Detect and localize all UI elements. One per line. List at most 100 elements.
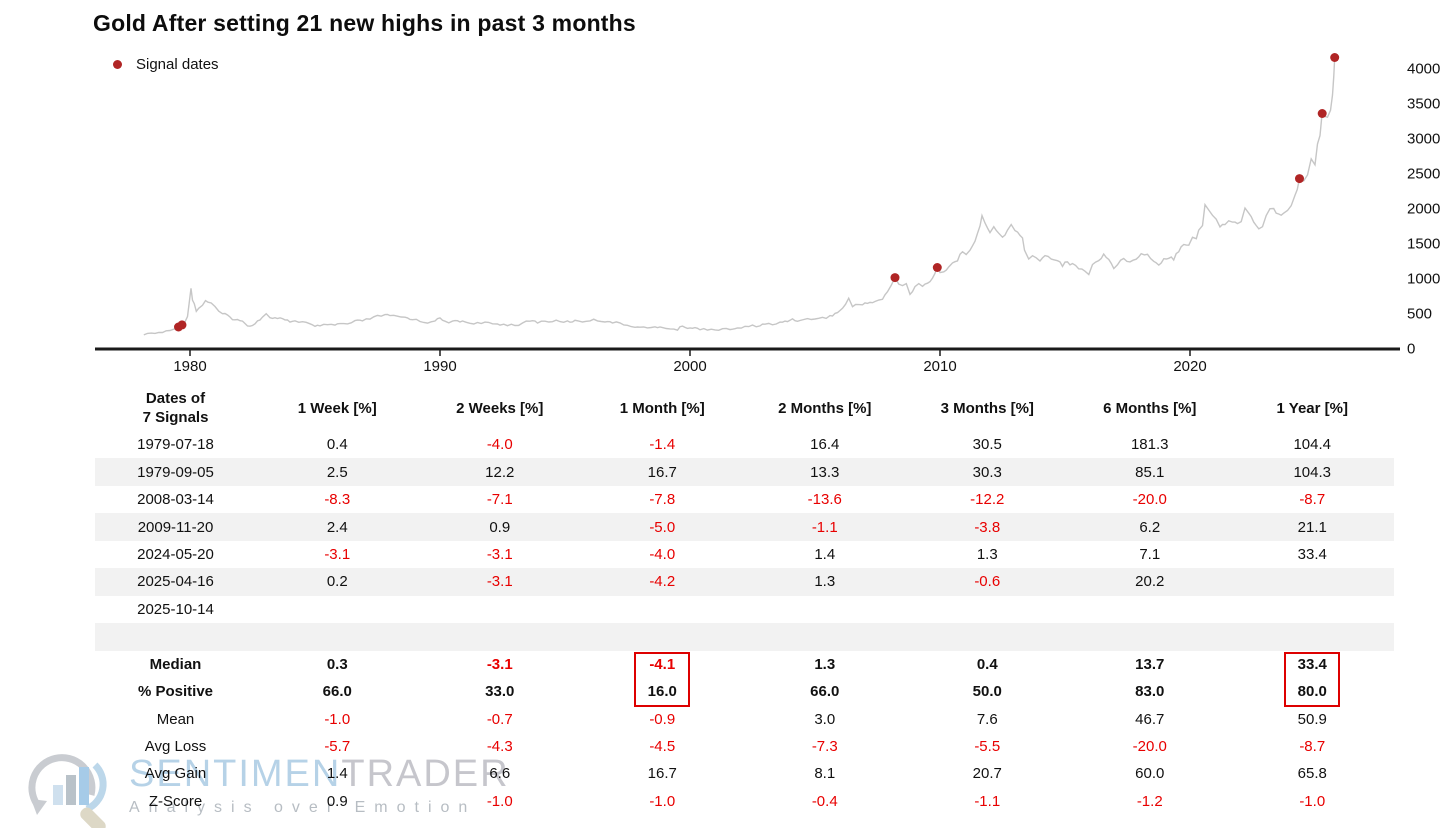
y-tick-label: 2000 bbox=[1407, 201, 1440, 218]
table-cell: -3.1 bbox=[486, 573, 513, 591]
table-cell: 33.4 bbox=[1297, 545, 1327, 563]
table-cell: -4.3 bbox=[486, 738, 513, 756]
table-cell: -20.0 bbox=[1132, 738, 1167, 756]
watermark-tagline: Analysis over Emotion bbox=[129, 799, 477, 816]
table-cell: 1.4 bbox=[814, 545, 836, 563]
table-cell: 1 Month [%] bbox=[619, 400, 705, 417]
signal-row-2009-11-20: 2009-11-20 2.4 0.9 -5.0 -1.1 -3.8 6.2 21.1 bbox=[95, 513, 1394, 541]
table-cell: -0.4 bbox=[811, 792, 838, 810]
table-cell: -0.6 bbox=[974, 573, 1001, 591]
table-cell: 16.4 bbox=[810, 436, 840, 454]
summary-row-mean: Mean -1.0 -0.7 -0.9 3.0 7.6 46.7 50.9 bbox=[95, 705, 1394, 732]
summary-row-avg-gain: Avg Gain 1.4 6.6 16.7 8.1 20.7 60.0 65.8 bbox=[95, 760, 1394, 787]
table-cell: 30.3 bbox=[972, 463, 1002, 481]
signal-marker-2009-11-20 bbox=[932, 263, 942, 272]
table-cell: 1.3 bbox=[814, 573, 836, 591]
table-cell: -4.5 bbox=[649, 738, 676, 756]
table-cell: 6.6 bbox=[489, 765, 511, 783]
dates-column-header: Dates of 7 Signals bbox=[142, 389, 209, 426]
table-cell: 3 Months [%] bbox=[940, 400, 1034, 417]
table-cell: 1.3 bbox=[976, 545, 998, 563]
table-cell: 66.0 bbox=[810, 683, 840, 701]
table-header-row: Dates of 7 Signals 1 Week [%] 2 Weeks [%] 1 … bbox=[95, 386, 1394, 431]
summary-row-avg-loss: Avg Loss -5.7 -4.3 -4.5 -7.3 -5.5 -20.0 -8.7 bbox=[95, 733, 1394, 760]
page-title: Gold After setting 21 new highs in past … bbox=[93, 10, 636, 36]
table-cell: -4.2 bbox=[649, 573, 676, 591]
table-cell: -8.7 bbox=[1299, 491, 1326, 509]
table-cell: -8.3 bbox=[324, 491, 351, 509]
price-line bbox=[143, 57, 1336, 336]
table-cell: 12.2 bbox=[485, 463, 515, 481]
table-cell: 0.4 bbox=[326, 436, 348, 454]
table-cell: Avg Gain bbox=[144, 765, 207, 783]
table-cell: -1.0 bbox=[649, 792, 676, 810]
signal-row-1979-09-05: 1979-09-05 2.5 12.2 16.7 13.3 30.3 85.1 104.3 bbox=[95, 458, 1394, 486]
table-cell: -12.2 bbox=[970, 491, 1005, 509]
table-cell: 65.8 bbox=[1297, 765, 1327, 783]
table-cell: 2024-05-20 bbox=[137, 545, 214, 563]
table-cell: -1.0 bbox=[1299, 792, 1326, 810]
table-cell: Z-Score bbox=[148, 792, 203, 810]
chart-legend: Signal dates bbox=[113, 56, 219, 73]
table-cell: 3.0 bbox=[814, 710, 836, 728]
table-cell: % Positive bbox=[137, 683, 214, 701]
table-cell: 16.7 bbox=[647, 765, 677, 783]
table-cell: 8.1 bbox=[814, 765, 836, 783]
table-cell: -0.9 bbox=[649, 710, 676, 728]
table-cell: 0.3 bbox=[326, 655, 348, 673]
gold-price-chart: 1980 1990 2000 2010 2020 0 500 1000 1500 2000 2500… bbox=[95, 53, 1440, 375]
table-cell: -7.8 bbox=[649, 491, 676, 509]
table-cell: 0.9 bbox=[326, 792, 348, 810]
table-cell: -5.0 bbox=[649, 518, 676, 536]
x-tick-label: 1980 bbox=[173, 358, 206, 375]
table-cell: 2 Weeks [%] bbox=[456, 400, 544, 417]
signal-row-empty bbox=[95, 623, 1394, 651]
table-cell: -1.1 bbox=[811, 518, 838, 536]
y-tick-label: 1500 bbox=[1407, 236, 1440, 253]
y-tick-label: 2500 bbox=[1407, 166, 1440, 183]
signal-marker-2025-04-16 bbox=[1317, 109, 1327, 118]
table-cell: 2.4 bbox=[326, 518, 348, 536]
signal-row-2025-04-16: 2025-04-16 0.2 -3.1 -4.2 1.3 -0.6 20.2 bbox=[95, 568, 1394, 596]
signal-dot-icon bbox=[113, 60, 122, 69]
table-cell: 16.0 bbox=[647, 683, 677, 701]
table-cell: -5.7 bbox=[324, 738, 351, 756]
table-cell: 0.9 bbox=[489, 518, 511, 536]
x-tick-label: 1990 bbox=[423, 358, 456, 375]
signal-row-2008-03-14: 2008-03-14 -8.3 -7.1 -7.8 -13.6 -12.2 -20.0 -8.… bbox=[95, 486, 1394, 513]
table-cell: 2.5 bbox=[326, 463, 348, 481]
table-cell: 0.2 bbox=[326, 573, 348, 591]
table-cell: -7.3 bbox=[811, 738, 838, 756]
table-cell: 1.3 bbox=[814, 655, 836, 673]
table-cell: -3.1 bbox=[486, 545, 513, 563]
y-tick-label: 3500 bbox=[1407, 96, 1440, 113]
table-cell: 6 Months [%] bbox=[1103, 400, 1197, 417]
table-cell: 13.7 bbox=[1135, 655, 1165, 673]
table-cell: 50.9 bbox=[1297, 710, 1327, 728]
table-cell: 1 Year [%] bbox=[1276, 400, 1348, 417]
table-cell: -5.5 bbox=[974, 738, 1001, 756]
table-cell: -7.1 bbox=[486, 491, 513, 509]
table-cell: 20.7 bbox=[972, 765, 1002, 783]
table-cell: -0.7 bbox=[486, 710, 513, 728]
table-cell: 6.2 bbox=[1139, 518, 1161, 536]
summary-row-z-score: Z-Score 0.9 -1.0 -1.0 -0.4 -1.1 -1.2 -1.0 bbox=[95, 788, 1394, 815]
table-cell: 33.0 bbox=[485, 683, 515, 701]
table-cell: Median bbox=[149, 655, 202, 673]
signal-marker-1979-09-05 bbox=[177, 320, 187, 330]
table-cell: -3.8 bbox=[974, 518, 1001, 536]
table-cell: 2009-11-20 bbox=[137, 518, 214, 536]
table-cell: 21.1 bbox=[1297, 518, 1327, 536]
summary-row-median: Median 0.3 -3.1 -4.1 1.3 0.4 13.7 33.4 bbox=[95, 651, 1394, 678]
table-cell: 46.7 bbox=[1135, 710, 1165, 728]
table-cell: -20.0 bbox=[1132, 491, 1167, 509]
table-cell: -13.6 bbox=[807, 491, 842, 509]
table-cell: Avg Loss bbox=[144, 738, 207, 756]
table-cell: 1979-07-18 bbox=[137, 436, 214, 454]
table-cell: -1.4 bbox=[649, 436, 676, 454]
table-cell: 0.4 bbox=[976, 655, 998, 673]
table-cell: 66.0 bbox=[322, 683, 352, 701]
summary-row--positive: % Positive 66.0 33.0 16.0 66.0 50.0 83.0 80.0 bbox=[95, 678, 1394, 705]
x-tick-label: 2010 bbox=[923, 358, 956, 375]
table-cell: 1979-09-05 bbox=[137, 463, 214, 481]
